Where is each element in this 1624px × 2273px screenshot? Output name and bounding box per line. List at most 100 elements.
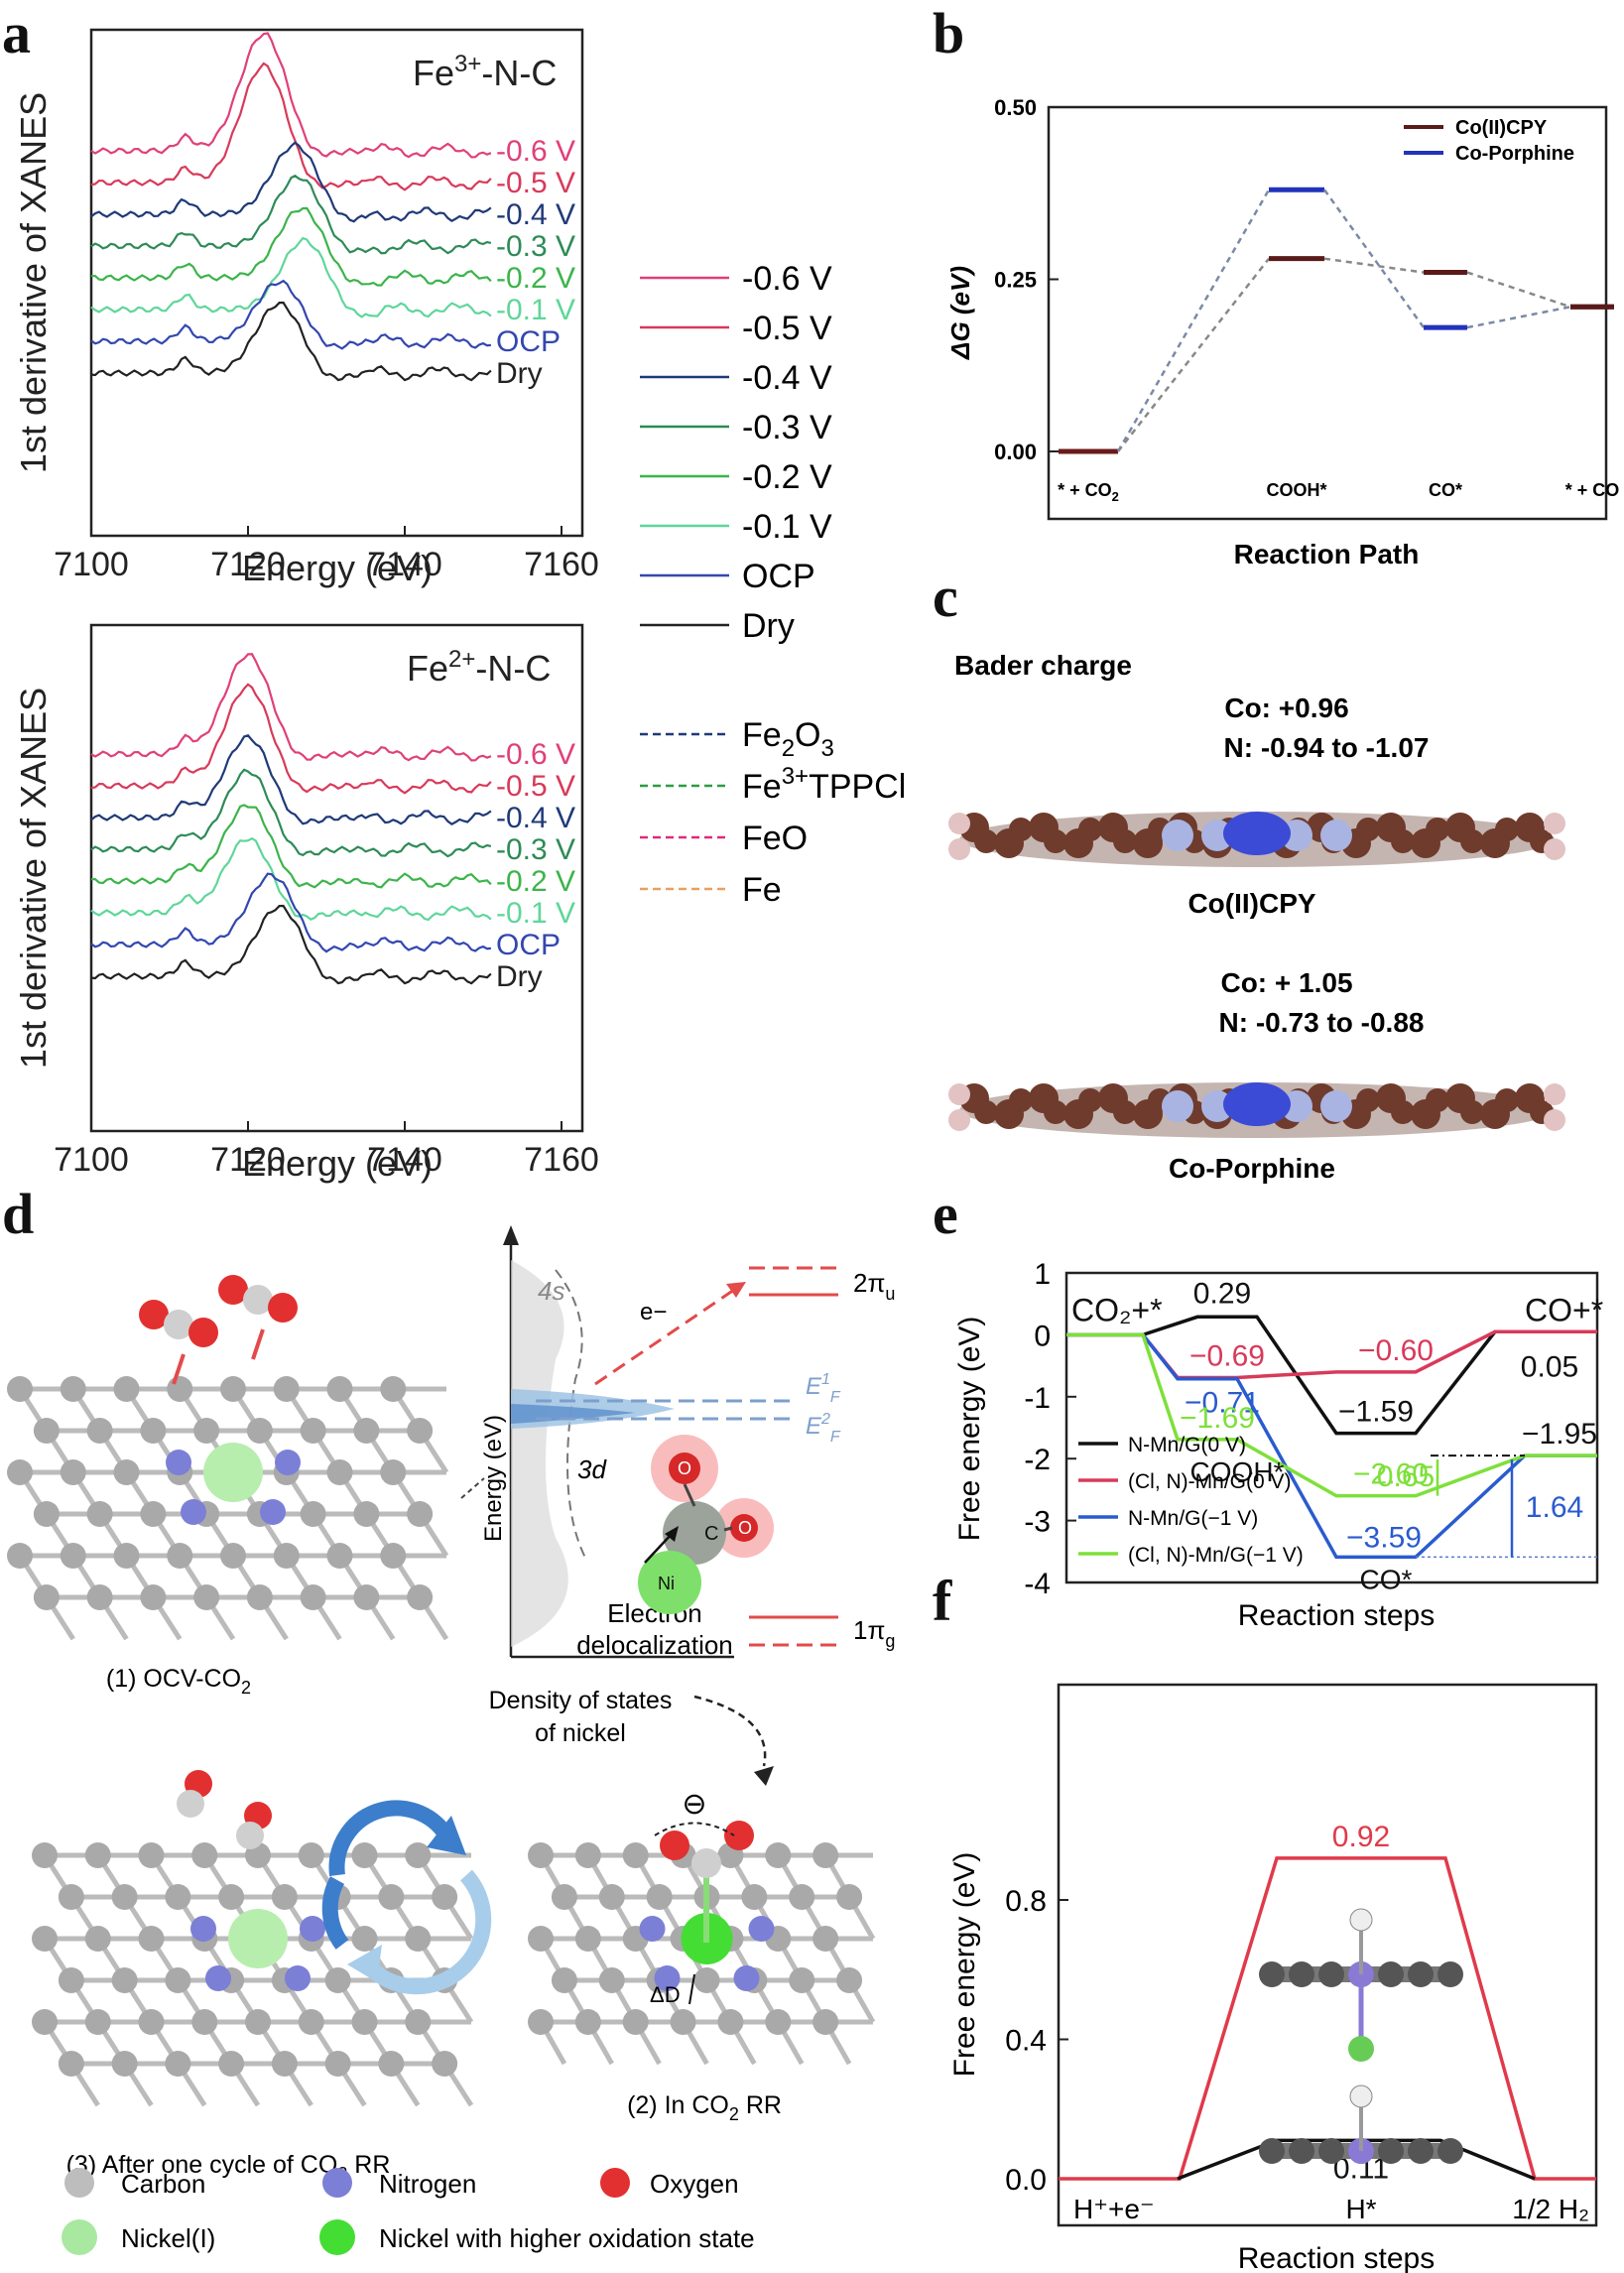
carbon-atom — [246, 1584, 273, 1610]
oxygen-atom — [660, 1831, 689, 1860]
carbon-atom — [326, 1543, 353, 1569]
legend-nitrogen-icon — [322, 2168, 352, 2198]
carbon-atom — [7, 1543, 33, 1569]
hydrogen-atom — [1544, 1109, 1565, 1131]
cycle-arrows-icon — [321, 1800, 492, 1995]
y-axis-label-bottom: 1st derivative of XANES — [13, 688, 54, 1069]
label-deloc-2: delocalization — [576, 1630, 733, 1660]
carbon-atom — [113, 1376, 140, 1402]
trace-label: OCP — [496, 929, 561, 961]
carbon-atom — [693, 1967, 720, 1993]
carbon-atom — [84, 1926, 111, 1952]
carbon-atom — [1113, 829, 1137, 853]
legend-label: -0.5 V — [742, 310, 832, 347]
carbon-atom — [1044, 829, 1067, 853]
carbon-atom — [33, 1501, 60, 1527]
connector — [1116, 189, 1271, 452]
nitrogen-atom — [1162, 820, 1193, 851]
carbon-atom — [165, 1967, 191, 1993]
legend-label-dashed: Fe3+TPPCl — [742, 763, 906, 806]
carbon-atom — [405, 1842, 432, 1868]
legend-label-dashed: Fe2O3 — [742, 716, 834, 762]
x-ticks-b: * + CO2 COOH* CO* * + CO — [1058, 480, 1619, 504]
trace-line — [90, 32, 492, 159]
traces-top — [90, 32, 492, 382]
trace-label: -0.6 V — [496, 738, 575, 771]
legend-label: -0.4 V — [742, 359, 832, 397]
trace-label: -0.2 V — [496, 262, 575, 295]
trace-label: Dry — [496, 357, 543, 390]
value-label: −1.95 — [1522, 1418, 1597, 1451]
value-label: CO* — [1360, 1564, 1413, 1594]
carbon-atom — [60, 1543, 86, 1569]
atom-o-right: O — [738, 1518, 752, 1538]
carbon-atom — [140, 1501, 167, 1527]
carbon-atom — [432, 2051, 458, 2077]
hydrogen-atom — [948, 1109, 970, 1131]
connector — [1323, 257, 1425, 274]
carbon-atom — [1078, 818, 1102, 841]
y-axis-label-top: 1st derivative of XANES — [13, 92, 54, 473]
legend-e: N-Mn/G(0 V) (Cl, N)-Mn/G(0 V) N-Mn/G(−1 V)… — [1078, 1434, 1304, 1567]
cobalt-atom — [1223, 1082, 1291, 1126]
carbon-atom — [353, 1501, 380, 1527]
carbon-atom — [273, 1543, 300, 1569]
y-tick-label: 0 — [1034, 1320, 1051, 1352]
series-f: 0.920.11 — [1059, 1821, 1596, 2185]
carbon-atom — [165, 1884, 191, 1910]
carbon-atom — [528, 1926, 554, 1952]
carbon-atom — [298, 1842, 324, 1868]
carbon-atom — [1378, 2138, 1404, 2164]
carbon-atom — [1259, 1961, 1285, 1987]
carbon-atom — [1356, 1088, 1380, 1112]
carbon-atom — [1078, 1088, 1102, 1112]
y-axis-label-b: ΔG (eV) — [945, 266, 975, 360]
carbon-atom — [58, 2051, 84, 2077]
x-tick-label: H* — [1345, 2194, 1376, 2224]
value-label: −0.60 — [1358, 1334, 1434, 1367]
carbon-atom — [273, 1376, 300, 1402]
carbon-atom — [32, 1926, 58, 1952]
carbon-atom — [380, 1543, 407, 1569]
value-label: CO+* — [1525, 1292, 1603, 1327]
trace-label: -0.2 V — [496, 865, 575, 898]
value-label: 1.64 — [1526, 1491, 1583, 1524]
carbon-atom — [598, 1967, 625, 1993]
y-ticks-f: 0.0 0.4 0.8 — [1005, 1885, 1068, 2197]
legend-label: -0.2 V — [742, 458, 832, 496]
oxygen-atom — [724, 1821, 754, 1850]
trace-line — [90, 279, 491, 350]
carbon-atom — [765, 2009, 792, 2035]
series-line — [1066, 1315, 1597, 1436]
carbon-atom — [622, 1842, 649, 1868]
value-label: −0.69 — [1189, 1339, 1265, 1372]
trace-labels-top: -0.6 V-0.5 V-0.4 V-0.3 V-0.2 V-0.1 VOCPD… — [496, 135, 575, 390]
oxygen-atom — [188, 1318, 218, 1347]
carbon-atom — [326, 1459, 353, 1485]
value-label: COOH* — [1190, 1456, 1285, 1487]
value-label: −1.69 — [1180, 1402, 1255, 1435]
value-label: −2.60 — [1353, 1458, 1429, 1491]
trace-line — [90, 141, 492, 223]
carbon-atom — [351, 1842, 378, 1868]
trace-label: Dry — [496, 960, 543, 993]
connector — [1117, 257, 1270, 452]
value-label: −1.59 — [1338, 1396, 1414, 1429]
connector — [1322, 189, 1426, 328]
carbon-atom — [300, 1418, 326, 1444]
legend-label-dashed: FeO — [742, 820, 808, 857]
series-b — [1059, 187, 1614, 454]
caption-inco2: (2) In CO2 RR — [627, 2091, 782, 2124]
label-dos-2: of nickel — [535, 1719, 626, 1747]
legend-b-porphine: Co-Porphine — [1455, 143, 1574, 165]
nitrogen-atom — [748, 1916, 775, 1942]
plot-label-top: Fe3+-N-C — [413, 51, 557, 93]
value-label: 0.92 — [1332, 1821, 1390, 1853]
carbon-atom — [1437, 2138, 1463, 2164]
nitrogen-atom — [275, 1450, 301, 1475]
trace-line — [90, 804, 492, 889]
oxygen-atom — [218, 1275, 248, 1305]
carbon-atom — [138, 2009, 165, 2035]
cpy-name: Co(II)CPY — [1187, 888, 1315, 919]
carbon-atom — [236, 1822, 264, 1849]
